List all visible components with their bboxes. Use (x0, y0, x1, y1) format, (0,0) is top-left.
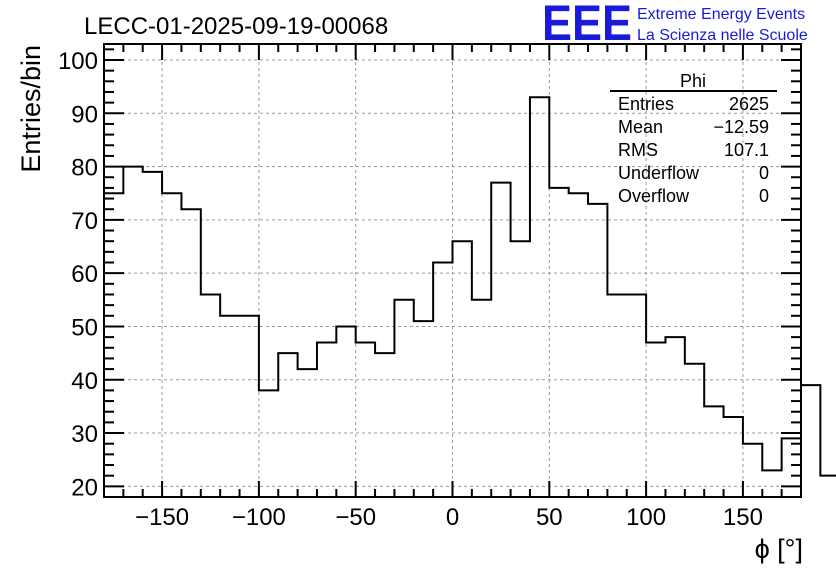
x-tick-label: 50 (536, 504, 563, 531)
stats-row-label: Underflow (618, 163, 700, 183)
stats-row-value: 107.1 (724, 140, 769, 160)
y-axis-label: Entries/bin (16, 45, 46, 173)
y-tick-label: 30 (71, 421, 98, 448)
eee-logo: EEE (542, 0, 632, 51)
stats-row-label: RMS (618, 140, 658, 160)
x-tick-label: −50 (335, 504, 376, 531)
y-tick-label: 100 (58, 48, 98, 75)
y-tick-labels: 20 30 40 50 60 70 80 90 100 (58, 48, 98, 501)
run-title: LECC-01-2025-09-19-00068 (84, 13, 388, 40)
y-tick-label: 80 (71, 155, 98, 182)
plot-frame (103, 43, 802, 498)
stats-rows: Entries 2625 Mean −12.59 RMS 107.1 Underflow 0 O… (618, 94, 769, 206)
axis-ticks (103, 44, 802, 497)
stats-box: Phi Entries 2625 Mean −12.59 RMS 107.1 Underfl… (610, 71, 777, 206)
histogram-outline (104, 96, 836, 477)
org-name: Extreme Energy Events (637, 6, 805, 23)
stats-row-label: Mean (618, 117, 663, 137)
stats-title: Phi (680, 71, 706, 91)
y-tick-label: 40 (71, 368, 98, 395)
y-tick-label: 20 (71, 474, 98, 501)
y-tick-label: 60 (71, 261, 98, 288)
x-axis-label: ϕ [°] (755, 534, 803, 564)
x-tick-label: −100 (232, 504, 286, 531)
stats-row-label: Overflow (618, 186, 690, 206)
x-tick-label: 0 (446, 504, 459, 531)
x-tick-labels: −150 −100 −50 0 50 100 150 (135, 504, 763, 531)
stats-row-value: 0 (759, 163, 769, 183)
x-tick-label: 100 (626, 504, 666, 531)
org-subtitle: La Scienza nelle Scuole (637, 27, 808, 44)
grid-lines (104, 44, 801, 497)
stats-row-value: −12.59 (713, 117, 769, 137)
y-tick-label: 90 (71, 101, 98, 128)
x-tick-label: 150 (723, 504, 763, 531)
stats-row-label: Entries (618, 94, 674, 114)
y-tick-label: 70 (71, 208, 98, 235)
x-tick-label: −150 (135, 504, 189, 531)
stats-row-value: 0 (759, 186, 769, 206)
y-tick-label: 50 (71, 314, 98, 341)
stats-row-value: 2625 (729, 94, 769, 114)
